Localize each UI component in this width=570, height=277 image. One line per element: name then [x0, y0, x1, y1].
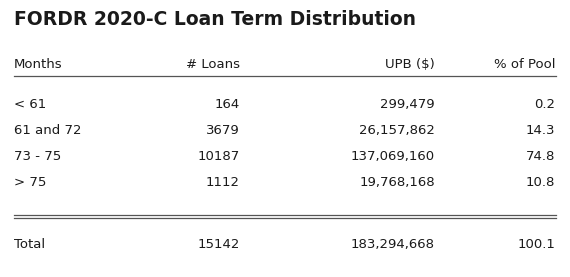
Text: 3679: 3679 — [206, 124, 240, 137]
Text: 137,069,160: 137,069,160 — [351, 150, 435, 163]
Text: FORDR 2020-C Loan Term Distribution: FORDR 2020-C Loan Term Distribution — [14, 10, 416, 29]
Text: 61 and 72: 61 and 72 — [14, 124, 82, 137]
Text: 73 - 75: 73 - 75 — [14, 150, 61, 163]
Text: > 75: > 75 — [14, 176, 46, 189]
Text: 164: 164 — [215, 98, 240, 111]
Text: 74.8: 74.8 — [526, 150, 555, 163]
Text: 19,768,168: 19,768,168 — [359, 176, 435, 189]
Text: 100.1: 100.1 — [517, 238, 555, 251]
Text: 26,157,862: 26,157,862 — [359, 124, 435, 137]
Text: 299,479: 299,479 — [380, 98, 435, 111]
Text: < 61: < 61 — [14, 98, 46, 111]
Text: Total: Total — [14, 238, 45, 251]
Text: 10187: 10187 — [198, 150, 240, 163]
Text: % of Pool: % of Pool — [494, 58, 555, 71]
Text: 1112: 1112 — [206, 176, 240, 189]
Text: 14.3: 14.3 — [526, 124, 555, 137]
Text: 183,294,668: 183,294,668 — [351, 238, 435, 251]
Text: UPB ($): UPB ($) — [385, 58, 435, 71]
Text: # Loans: # Loans — [186, 58, 240, 71]
Text: 10.8: 10.8 — [526, 176, 555, 189]
Text: 15142: 15142 — [198, 238, 240, 251]
Text: Months: Months — [14, 58, 63, 71]
Text: 0.2: 0.2 — [534, 98, 555, 111]
